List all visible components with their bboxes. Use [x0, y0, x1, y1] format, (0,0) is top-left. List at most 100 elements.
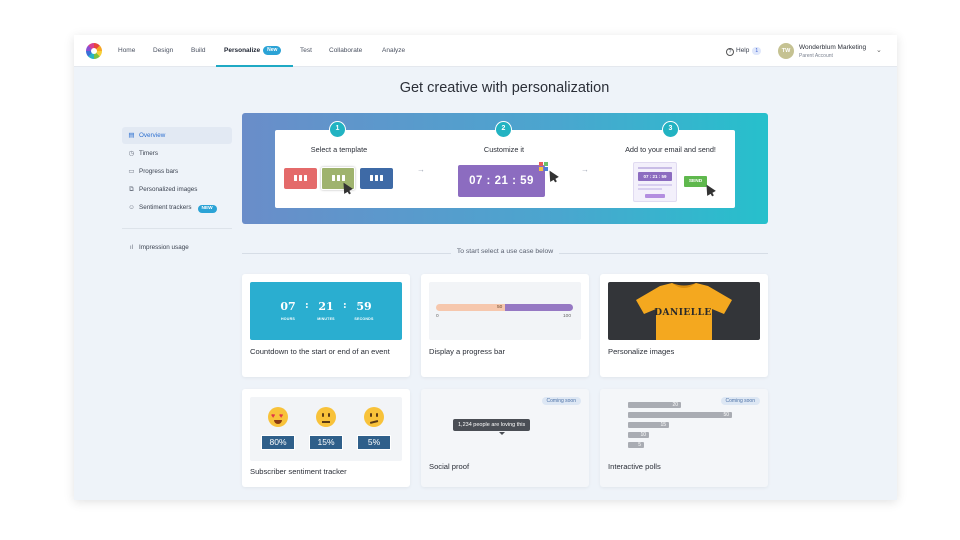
poll-value: 15	[660, 422, 666, 428]
chevron-down-icon[interactable]: ⌄	[876, 47, 882, 54]
email-preview: 07 : 21 : 59	[633, 162, 677, 202]
poll-bar: 20	[628, 402, 681, 408]
step-label: Customize it	[483, 145, 525, 154]
countdown-minutes: 21	[318, 300, 334, 313]
countdown-hours: 07	[280, 300, 296, 313]
sidebar-item-label: Personalized images	[139, 186, 198, 193]
colon-separator: :	[343, 300, 347, 311]
progress-max: 100	[563, 314, 572, 319]
nav-analyze[interactable]: Analyze	[382, 47, 406, 54]
help-count-badge: 1	[752, 47, 762, 55]
how-it-works-banner: 1 2 3 Select a template Customize it Add…	[242, 113, 768, 224]
document-icon: ▤	[128, 132, 135, 139]
poll-bar: 10	[628, 432, 649, 438]
countdown-minutes-unit: MINUTES	[317, 317, 335, 321]
sidebar-item-label: Overview	[139, 132, 166, 139]
sentiment-percent: 15%	[309, 435, 343, 450]
countdown-seconds-unit: SECONDS	[354, 317, 374, 321]
use-case-card-progress-bar[interactable]: 50 0 100 Display a progress bar	[421, 274, 589, 377]
card-label: Personalize images	[608, 347, 675, 356]
avatar[interactable]: TW	[778, 43, 794, 59]
page-title: Get creative with personalization	[399, 80, 610, 96]
progress-remaining	[505, 304, 573, 311]
colon-separator: :	[305, 300, 309, 311]
use-case-card-interactive-polls[interactable]: Coming soon 20 50 15 10 5 Interactive po…	[600, 389, 768, 487]
poll-value: 50	[723, 412, 729, 418]
step-label: Add to your email and send!	[625, 145, 716, 154]
send-button-illustration: SEND	[684, 176, 707, 187]
clock-icon: ◷	[128, 150, 135, 157]
nav-design[interactable]: Design	[153, 47, 174, 54]
template-thumb	[284, 168, 317, 189]
tooltip-pointer	[499, 432, 505, 435]
sidebar-item-label: Timers	[139, 150, 159, 157]
use-case-card-social-proof[interactable]: Coming soon 1,234 people are loving this…	[421, 389, 589, 487]
customize-timer-preview: 07 : 21 : 59	[458, 165, 545, 197]
help-button[interactable]: ? Help 1	[726, 47, 762, 56]
card-label: Subscriber sentiment tracker	[250, 467, 347, 476]
step-number: 3	[662, 121, 679, 138]
section-label-text: To start select a use case below	[450, 248, 560, 255]
poll-value: 10	[640, 432, 646, 438]
images-icon: ⧉	[129, 186, 134, 193]
account-name[interactable]: Wonderblum Marketing	[799, 44, 867, 51]
palette-icon	[539, 162, 549, 172]
sidebar-item-label: Impression usage	[139, 244, 189, 251]
timer-seconds: 59	[520, 175, 534, 187]
tshirt-image: DANIELLE	[608, 282, 760, 340]
poll-bar: 50	[628, 412, 732, 418]
sidebar-item-progress-bars[interactable]: ▭ Progress bars	[122, 163, 232, 180]
new-badge: NEW	[197, 205, 217, 213]
nav-collaborate[interactable]: Collaborate	[329, 47, 363, 54]
timer-hours: 07	[469, 175, 483, 187]
social-proof-pill: 1,234 people are loving this	[453, 419, 531, 431]
card-label: Display a progress bar	[429, 347, 505, 356]
use-case-card-sentiment-tracker[interactable]: ♥ ♥ 80% 15% 5% Subscriber sentiment trac…	[242, 389, 410, 487]
tshirt-icon	[636, 283, 732, 340]
nav-personalize-label: Personalize	[224, 47, 261, 54]
sidebar-item-impression-usage[interactable]: ıl Impression usage	[122, 239, 232, 256]
arrow-right-icon: →	[581, 165, 589, 174]
account-type: Parent Account	[799, 53, 833, 59]
step-number: 1	[329, 121, 346, 138]
card-label: Social proof	[429, 462, 470, 471]
shirt-text: DANIELLE	[654, 308, 712, 318]
sidebar-item-label: Sentiment trackers	[139, 204, 192, 211]
logo-icon[interactable]	[86, 43, 102, 59]
sidebar-item-personalized-images[interactable]: ⧉ Personalized images	[122, 181, 232, 198]
use-case-card-personalize-images[interactable]: DANIELLE Personalize images	[600, 274, 768, 377]
section-label: To start select a use case below	[242, 248, 768, 255]
coming-soon-badge: Coming soon	[720, 397, 760, 405]
sidebar-item-overview[interactable]: ▤ Overview	[122, 127, 232, 144]
step-number: 2	[495, 121, 512, 138]
smiley-icon: ☺	[128, 204, 135, 211]
use-case-card-countdown[interactable]: 07 : 21 : 59 HOURS MINUTES SECONDS Count…	[242, 274, 410, 377]
neutral-emoji-icon	[316, 407, 336, 427]
progress-value: 50	[497, 305, 503, 310]
nav-personalize[interactable]: Personalize New	[216, 35, 293, 67]
arrow-right-icon: →	[417, 165, 425, 174]
mini-timer: 07 : 21 : 59	[638, 172, 672, 181]
countdown-hours-unit: HOURS	[281, 317, 295, 321]
poll-bar: 5	[628, 442, 644, 448]
new-badge: New	[263, 46, 282, 55]
sidebar-item-sentiment-trackers[interactable]: ☺ Sentiment trackers NEW	[122, 199, 232, 216]
card-label: Interactive polls	[608, 462, 661, 471]
timer-minutes: 21	[494, 175, 509, 187]
nav-test[interactable]: Test	[300, 47, 312, 54]
poll-value: 5	[638, 442, 641, 448]
nav-home[interactable]: Home	[118, 47, 136, 54]
help-label: Help	[736, 47, 750, 54]
card-label: Countdown to the start or end of an even…	[250, 347, 390, 356]
step-label: Select a template	[310, 145, 368, 154]
poll-bar: 15	[628, 422, 669, 428]
sidebar-divider	[122, 228, 232, 229]
sidebar-item-timers[interactable]: ◷ Timers	[122, 145, 232, 162]
sentiment-percent: 5%	[357, 435, 391, 450]
sentiment-preview: ♥ ♥ 80% 15% 5%	[250, 397, 402, 461]
progress-bar-preview: 50 0 100	[429, 282, 581, 340]
top-navigation: Home Design Build Personalize New Test Co…	[74, 35, 897, 67]
bar-chart-icon: ıl	[129, 244, 134, 251]
progress-fill	[436, 304, 505, 311]
nav-build[interactable]: Build	[191, 47, 206, 54]
